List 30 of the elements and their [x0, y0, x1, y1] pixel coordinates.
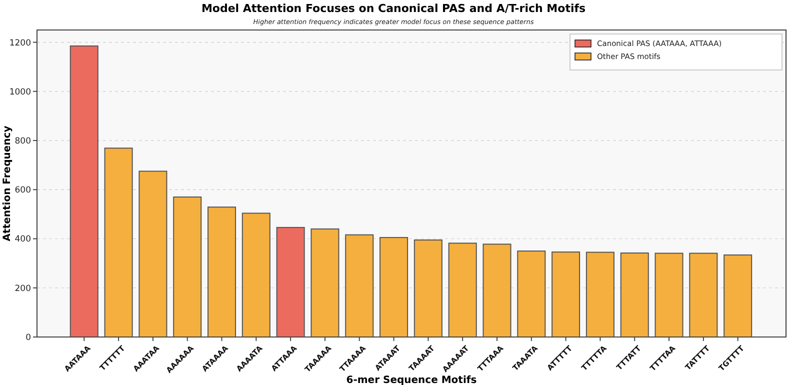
bar: [414, 239, 442, 338]
bar: [654, 252, 684, 338]
bar: [242, 212, 270, 338]
bar: [482, 244, 512, 338]
y-tick-label: 0: [26, 332, 31, 343]
bar: [173, 196, 202, 338]
bar: [517, 250, 546, 338]
bar: [104, 148, 133, 338]
bar: [448, 242, 477, 338]
bar: [724, 254, 752, 338]
bar: [345, 234, 374, 338]
bar: [207, 206, 236, 338]
bar: [689, 252, 718, 338]
bar: [70, 45, 98, 338]
y-tick-label: 1200: [9, 38, 31, 48]
y-tick-label: 1000: [9, 87, 31, 98]
y-tick-label: 200: [14, 284, 31, 294]
bar: [380, 237, 408, 338]
x-axis-title: 6-mer Sequence Motifs: [346, 375, 477, 385]
bar: [620, 252, 649, 338]
bar: [138, 170, 168, 338]
bar: [586, 252, 614, 338]
chart-title: Model Attention Focuses on Canonical PAS and A/T-rich Motifs: [201, 2, 586, 15]
y-tick-label: 400: [14, 234, 31, 245]
y-tick-label: 800: [14, 136, 31, 146]
bar: [276, 226, 305, 338]
bar: [310, 228, 340, 338]
y-axis-title: Attention Frequency: [2, 125, 13, 242]
y-tick-label: 600: [14, 186, 31, 196]
bar: [552, 252, 580, 338]
